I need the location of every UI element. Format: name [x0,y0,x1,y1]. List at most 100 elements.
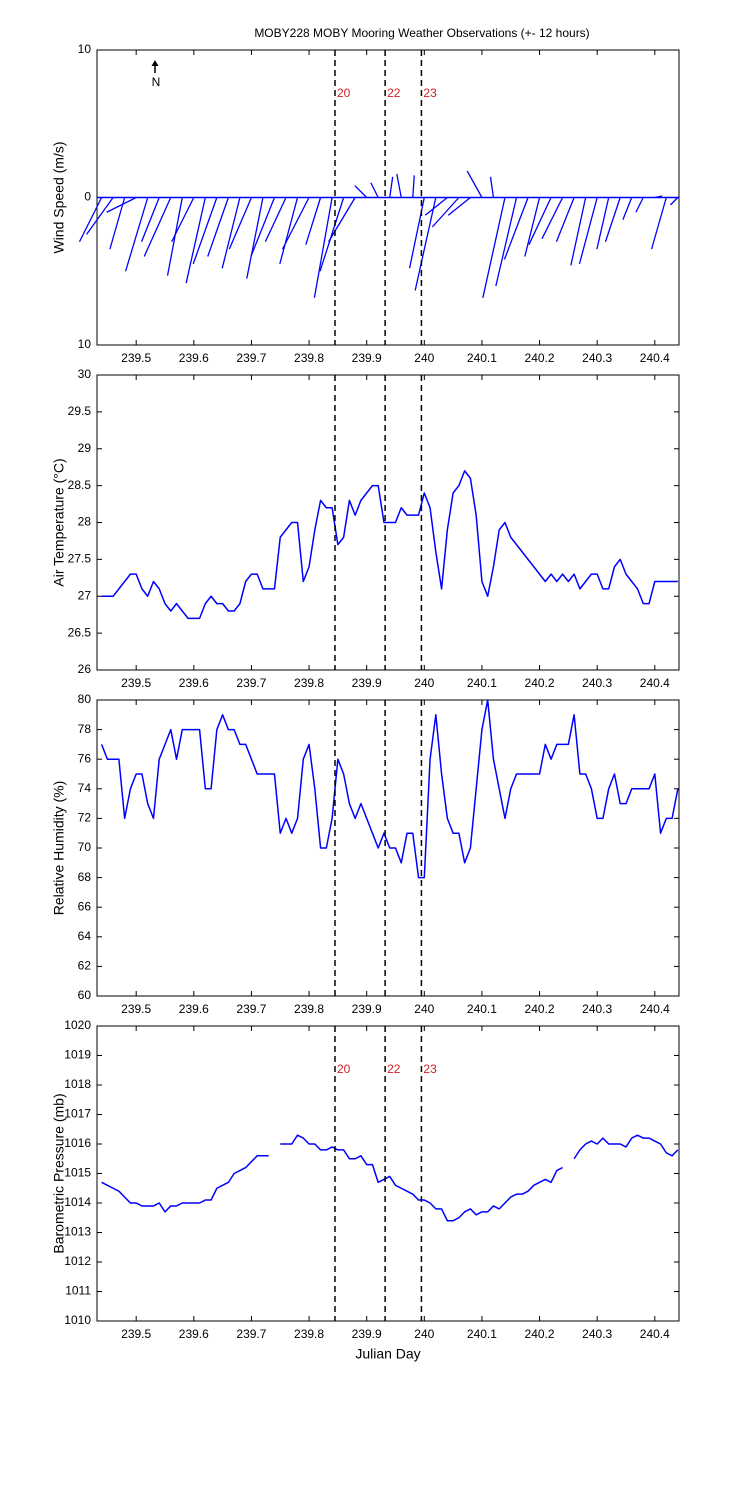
y-tick-label: 70 [78,840,92,854]
wind-stick [412,175,415,198]
x-tick-label: 240 [414,351,434,365]
y-tick-label: 1018 [64,1077,91,1091]
y-tick-label: 29.5 [68,404,92,418]
x-tick-label: 240.1 [467,1327,497,1341]
event-label: 22 [387,1062,401,1076]
y-tick-label: 28 [78,515,92,529]
data-line [101,470,678,620]
y-tick-label: 1020 [64,1018,91,1032]
x-tick-label: 240 [414,676,434,690]
x-tick-label: 240.3 [582,1002,612,1016]
x-tick-label: 239.8 [294,1327,324,1341]
wind-stick [503,197,529,260]
y-tick-label: 76 [78,751,92,765]
y-tick-label: 10 [78,42,92,56]
north-label: N [152,75,161,89]
x-tick-label: 240.3 [582,351,612,365]
wind-stick [482,197,506,298]
wind-stick [264,197,287,243]
y-tick-label: 0 [84,190,91,204]
y-tick-label: 1012 [64,1254,91,1268]
x-tick-label: 239.6 [179,1002,209,1016]
wind-stick [185,197,206,284]
wind-stick [654,195,663,199]
wind-stick [207,197,229,257]
wind-stick [495,197,518,287]
y-tick-label: 1014 [64,1195,91,1209]
wind-stick [228,197,253,250]
y-tick-label: 1019 [64,1048,91,1062]
y-tick-label: 28.5 [68,478,92,492]
x-axis-label: Julian Day [355,1346,420,1362]
wind-stick [78,197,103,243]
wind-stick [414,197,437,291]
y-tick-label: 64 [78,929,92,943]
wind-stick [596,197,610,250]
x-tick-label: 240.3 [582,1327,612,1341]
y-axis-label: Relative Humidity (%) [51,781,67,916]
wind-stick [109,197,126,250]
x-tick-label: 239.9 [352,676,382,690]
wind-stick [86,197,114,235]
wind-stick [650,197,667,250]
data-line [100,699,679,879]
north-arrow-head [151,60,159,66]
x-tick-label: 240.1 [467,351,497,365]
wind-stick [528,197,552,245]
x-tick-label: 239.9 [352,1327,382,1341]
x-tick-label: 239.6 [179,1327,209,1341]
wind-stick [328,197,356,243]
wind-stick [354,185,368,198]
y-axis-label: Wind Speed (m/s) [51,141,67,253]
wind-stick [279,197,299,265]
wind-stick [389,176,394,198]
x-tick-label: 239.6 [179,351,209,365]
y-tick-label: 62 [78,959,92,973]
wind-stick [604,197,621,242]
wind-stick [447,196,471,216]
y-tick-label: 1011 [65,1284,91,1298]
x-tick-label: 239.5 [121,351,151,365]
x-tick-label: 240.2 [525,1002,555,1016]
y-tick-label: 27.5 [68,552,92,566]
chart-title: MOBY228 MOBY Mooring Weather Observation… [254,26,589,40]
x-tick-label: 240.4 [640,676,670,690]
x-tick-label: 240.4 [640,351,670,365]
wind-stick [250,197,276,257]
y-tick-label: 26 [78,662,92,676]
x-tick-label: 240.1 [467,1002,497,1016]
event-label: 20 [337,86,351,100]
wind-stick [305,197,322,245]
y-tick-label: 1010 [64,1313,91,1327]
wind-stick [570,197,587,266]
wind-stick [281,197,310,250]
x-tick-label: 239.5 [121,1002,151,1016]
y-tick-label: 1016 [64,1136,91,1150]
x-tick-label: 240.2 [525,1327,555,1341]
y-tick-label: 60 [78,988,92,1002]
x-tick-label: 239.7 [236,1002,266,1016]
y-tick-label: 68 [78,870,92,884]
x-tick-label: 239.7 [236,351,266,365]
y-tick-label: 78 [78,722,92,736]
wind-stick [431,197,460,228]
wind-stick [408,197,425,269]
event-label: 22 [387,86,401,100]
wind-stick [143,197,172,257]
wind-stick [313,197,333,298]
wind-stick [171,197,195,243]
wind-stick [541,197,564,240]
x-tick-label: 239.5 [121,676,151,690]
x-tick-label: 239.6 [179,676,209,690]
x-tick-label: 240.2 [525,676,555,690]
x-tick-label: 240 [414,1327,434,1341]
x-tick-label: 240 [414,1002,434,1016]
x-tick-label: 240.1 [467,676,497,690]
wind-stick [635,197,644,213]
x-tick-label: 240.3 [582,676,612,690]
wind-stick [246,197,264,279]
wind-stick [370,182,379,198]
y-tick-label: 26.5 [68,625,92,639]
